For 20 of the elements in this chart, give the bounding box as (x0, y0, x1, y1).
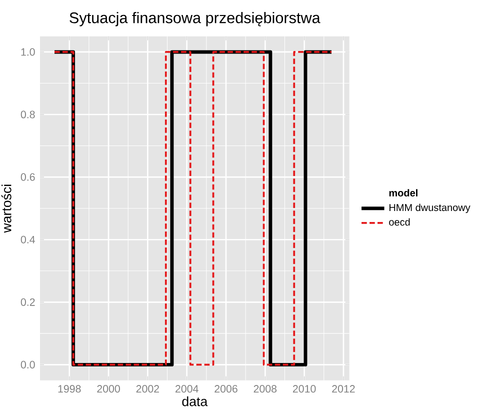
x-tick-label: 2000 (97, 385, 120, 393)
y-tick-label: 1.0 (21, 48, 35, 56)
legend-label: HMM dwustanowy (390, 204, 470, 214)
x-tick-label: 2008 (254, 385, 277, 393)
y-axis-title: wartości (1, 184, 12, 233)
x-tick-label: 2006 (214, 385, 238, 393)
x-tick-label: 2012 (332, 385, 355, 393)
y-tick-label: 0.4 (20, 236, 35, 244)
x-tick-label: 1998 (58, 385, 81, 393)
chart-title: Sytuacja finansowa przedsiębiorstwa (70, 12, 320, 26)
y-tick-label: 0.0 (20, 360, 35, 368)
x-tick-label: 2010 (292, 385, 316, 393)
x-axis-title: data (182, 396, 208, 406)
x-tick-label: 2002 (136, 385, 160, 393)
legend-title: model (389, 189, 418, 196)
y-tick-label: 0.8 (20, 110, 35, 118)
legend-label: oecd (389, 218, 410, 226)
x-tick-label: 2004 (176, 385, 198, 393)
y-tick-label: 0.2 (20, 298, 35, 306)
y-tick-label: 0.6 (20, 173, 35, 181)
